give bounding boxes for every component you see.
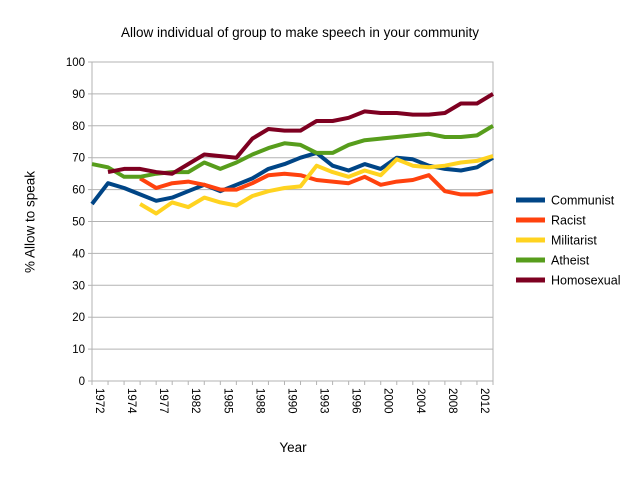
series-line-militarist [139, 154, 494, 216]
y-tick-label: 50 [72, 217, 85, 229]
legend-label-militarist: Militarist [551, 234, 597, 248]
legend-label-homosexual: Homosexual [551, 274, 620, 288]
x-tick-label: 1990 [285, 388, 297, 414]
series-line-racist [139, 171, 494, 197]
y-tick-label: 70 [72, 153, 85, 165]
x-tick-label: 1988 [253, 388, 265, 414]
x-tick-label: 1996 [350, 388, 362, 414]
legend-label-atheist: Atheist [551, 254, 590, 268]
x-tick-label: 1972 [93, 388, 105, 414]
series-line-communist [90, 150, 495, 206]
x-tick-label: 1982 [189, 388, 201, 414]
y-tick-label: 60 [72, 185, 85, 197]
y-tick-label: 0 [79, 376, 85, 388]
y-tick-label: 10 [72, 344, 85, 356]
y-tick-label: 20 [72, 312, 85, 324]
y-tick-label: 80 [72, 121, 85, 133]
y-tick-label: 30 [72, 280, 85, 292]
y-axis-title: % Allow to speak [22, 170, 38, 274]
plot-frame [91, 61, 494, 382]
x-tick-label: 1974 [125, 388, 137, 414]
x-axis-title: Year [279, 440, 307, 455]
x-tick-label: 2004 [414, 388, 426, 414]
x-tick-label: 1977 [157, 388, 169, 414]
y-tick-label: 100 [66, 57, 85, 69]
series-line-atheist [91, 124, 495, 179]
x-tick-label: 1993 [318, 388, 330, 414]
chart-title: Allow individual of group to make speech… [121, 25, 479, 40]
x-tick-label: 1985 [221, 388, 233, 414]
y-tick-label: 90 [72, 89, 85, 101]
legend-label-racist: Racist [551, 214, 586, 228]
x-tick-label: 2008 [446, 388, 458, 414]
legend-label-communist: Communist [551, 194, 615, 208]
x-tick-label: 2000 [382, 388, 394, 414]
x-tick-label: 2012 [478, 388, 490, 414]
series-line-homosexual [107, 92, 495, 176]
y-tick-label: 40 [72, 248, 85, 260]
